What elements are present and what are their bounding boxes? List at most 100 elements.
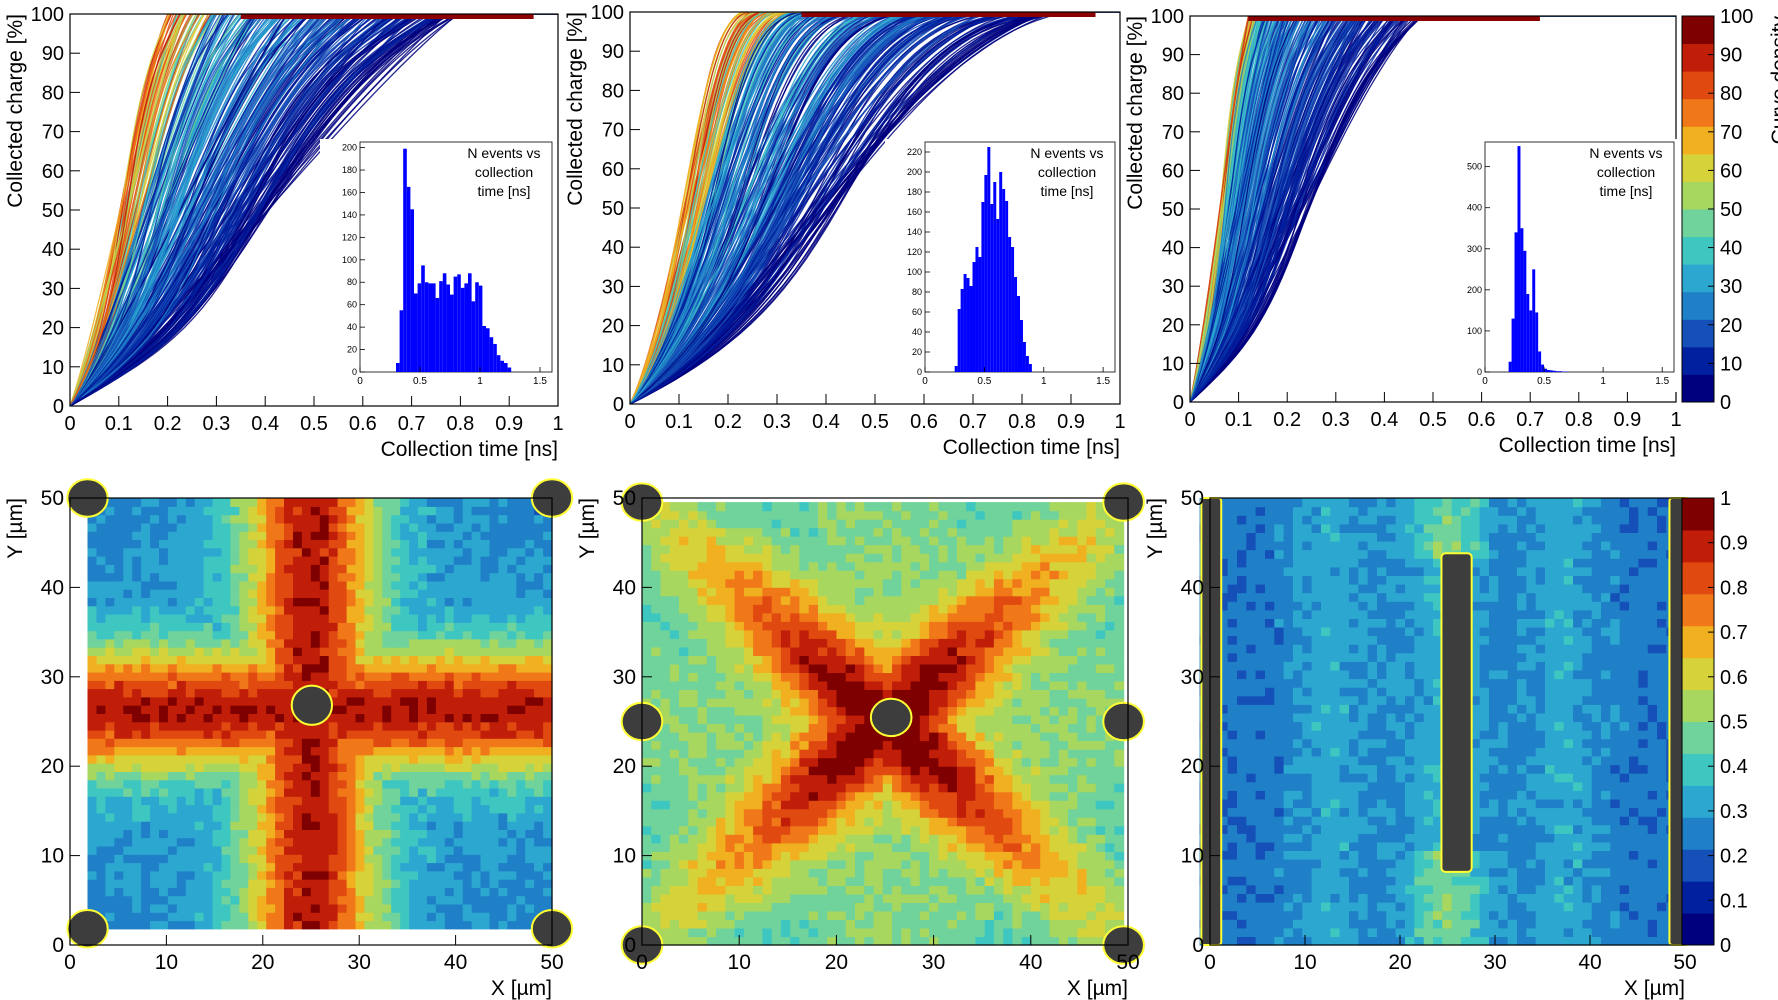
heatmap-cell: [212, 854, 223, 864]
density-curve: [630, 12, 1120, 404]
heatmap-cell: [284, 787, 294, 797]
heatmap-cell: [762, 621, 773, 631]
heatmap-cell: [248, 672, 258, 681]
main-ytick-label: 30: [1162, 276, 1184, 298]
heatmap-cell: [355, 779, 365, 789]
heatmap-cell: [818, 698, 828, 708]
heatmap-cell: [293, 771, 303, 781]
heatmap-cell: [409, 564, 419, 574]
heatmap-cell: [185, 912, 196, 922]
heatmap-cell: [762, 519, 773, 529]
heatmap-cell: [248, 829, 258, 839]
heatmap-cell: [150, 779, 160, 789]
heatmap-cell: [364, 539, 374, 549]
heatmap-cell: [543, 597, 553, 607]
heatmap-cell: [96, 713, 106, 723]
heatmap-cell: [346, 879, 357, 888]
heatmap-cell: [150, 531, 160, 540]
heatmap-cell: [141, 903, 151, 913]
heatmap-cell: [444, 630, 455, 640]
heatmap-cell: [337, 572, 348, 582]
heatmap-cell: [525, 821, 535, 830]
heatmap-cell: [150, 812, 160, 822]
heatmap-cell: [194, 580, 205, 590]
heatmap-cell: [818, 510, 828, 520]
heatmap-cell: [150, 837, 160, 847]
heatmap-cell: [462, 622, 473, 632]
heatmap-cell: [382, 647, 392, 656]
heatmap-cell: [194, 630, 205, 640]
heatmap-cell: [669, 706, 680, 716]
heatmap-cell: [734, 612, 745, 622]
heatmap-cell: [167, 638, 178, 648]
histogram-bar: [450, 294, 454, 372]
heatmap-cell: [818, 689, 828, 699]
heatmap-cell: [743, 570, 754, 580]
heatmap-cell: [400, 771, 410, 781]
heatmap-cell: [284, 903, 294, 913]
heatmap-cell: [790, 910, 801, 920]
heatmap-cell: [257, 688, 267, 698]
heatmap-cell: [337, 514, 348, 524]
heatmap-cell: [266, 920, 276, 930]
heatmap-cell: [771, 842, 782, 852]
density-curve: [1190, 16, 1676, 402]
heatmap-cell: [489, 738, 499, 748]
heatmap-cell: [516, 680, 526, 690]
heatmap-cell: [679, 902, 689, 912]
heatmap-cell: [808, 680, 819, 690]
heatmap-cell: [462, 763, 473, 772]
heatmap-cell: [87, 522, 97, 532]
main-xtick-label: 1: [1114, 411, 1125, 433]
heatmap-cell: [203, 862, 214, 872]
heatmap-cell: [257, 738, 267, 748]
heatmap-cell: [391, 663, 401, 673]
heatmap-cell: [534, 713, 544, 723]
heatmap-cell: [203, 647, 214, 656]
heatmap-cell: [176, 862, 187, 872]
heatmap-cell: [185, 754, 196, 764]
heatmap-cell: [284, 879, 294, 888]
heatmap-cell: [257, 903, 267, 913]
heatmap-cell: [194, 647, 205, 656]
heatmap-cell: [275, 821, 285, 830]
heatmap-cell: [391, 829, 401, 839]
heatmap-cell: [185, 531, 196, 540]
heatmap-cell: [679, 680, 689, 690]
heatmap-cell: [743, 561, 754, 571]
heatmap-cell: [203, 870, 214, 880]
heatmap-cell: [96, 705, 106, 714]
heatmap-cell: [355, 729, 365, 739]
heatmap-cell: [480, 713, 490, 723]
heatmap-cell: [319, 498, 330, 507]
heatmap-cell: [507, 746, 517, 756]
heatmap-cell: [328, 845, 339, 855]
heatmap-cell: [799, 706, 810, 716]
heatmap-cell: [391, 539, 401, 549]
heatmap-cell: [725, 842, 736, 852]
heatmap-cell: [716, 570, 726, 580]
heatmap-cell: [159, 754, 169, 764]
heatmap-cell: [96, 531, 106, 540]
histogram-bar: [442, 273, 447, 372]
heatmap-cell: [808, 783, 819, 793]
heatmap-cell: [194, 887, 205, 897]
heatmap-cell: [651, 859, 662, 869]
heatmap-cell: [651, 698, 662, 708]
heatmap-cell: [114, 862, 124, 872]
heatmap-cell: [444, 796, 455, 806]
heatmap-cell: [382, 837, 392, 847]
heatmap-cell: [498, 796, 508, 806]
heatmap-cell: [725, 723, 736, 733]
heatmap-cell: [507, 763, 517, 772]
heatmap-cell: [185, 821, 196, 830]
heatmap-cell: [453, 895, 464, 905]
heatmap-cell: [507, 647, 517, 656]
heatmap-cell: [221, 746, 231, 756]
heatmap-cell: [123, 688, 133, 698]
heatmap-cell: [400, 804, 410, 814]
heatmap-cell: [771, 919, 782, 929]
heatmap-cell: [498, 539, 508, 549]
heatmap-cell: [391, 787, 401, 797]
heatmap-cell: [471, 920, 482, 930]
